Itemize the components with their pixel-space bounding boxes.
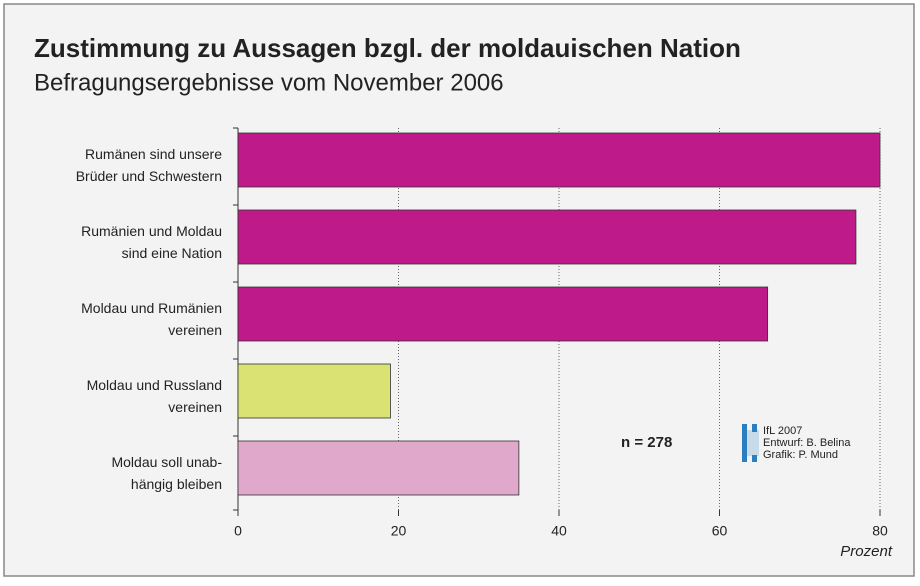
y-tick-label: Rumänien und Moldau: [81, 223, 222, 239]
bar: [237, 132, 881, 188]
annotation: n = 278: [621, 434, 672, 451]
y-tick-label: sind eine Nation: [122, 245, 222, 261]
x-tick-label: 20: [391, 523, 407, 539]
y-tick-label: Moldau und Rumänien: [81, 300, 222, 316]
credit: Grafik: P. Mund: [763, 449, 838, 461]
logo: [742, 424, 759, 462]
x-tick-label: 40: [551, 523, 567, 539]
bar: [237, 286, 769, 342]
y-tick-label: hängig bleiben: [131, 476, 222, 492]
credit: Entwurf: B. Belina: [763, 437, 851, 449]
x-tick-label: 80: [872, 523, 888, 539]
y-tick-label: Moldau soll unab-: [111, 454, 222, 470]
y-tick-label: vereinen: [168, 399, 222, 415]
x-tick-label: 60: [712, 523, 728, 539]
bar: [237, 209, 857, 265]
y-tick-label: Rumänen sind unsere: [85, 146, 222, 162]
y-tick-label: Brüder und Schwestern: [76, 168, 222, 184]
y-tick-label: Moldau und Russland: [87, 377, 222, 393]
chart-title: Zustimmung zu Aussagen bzgl. der moldaui…: [34, 33, 741, 63]
x-axis-label: Prozent: [840, 543, 893, 560]
bar: [237, 440, 520, 496]
chart-subtitle: Befragungsergebnisse vom November 2006: [34, 69, 504, 96]
y-tick-label: vereinen: [168, 322, 222, 338]
x-tick-label: 0: [234, 523, 242, 539]
credit: IfL 2007: [763, 425, 802, 437]
bar: [237, 363, 391, 419]
